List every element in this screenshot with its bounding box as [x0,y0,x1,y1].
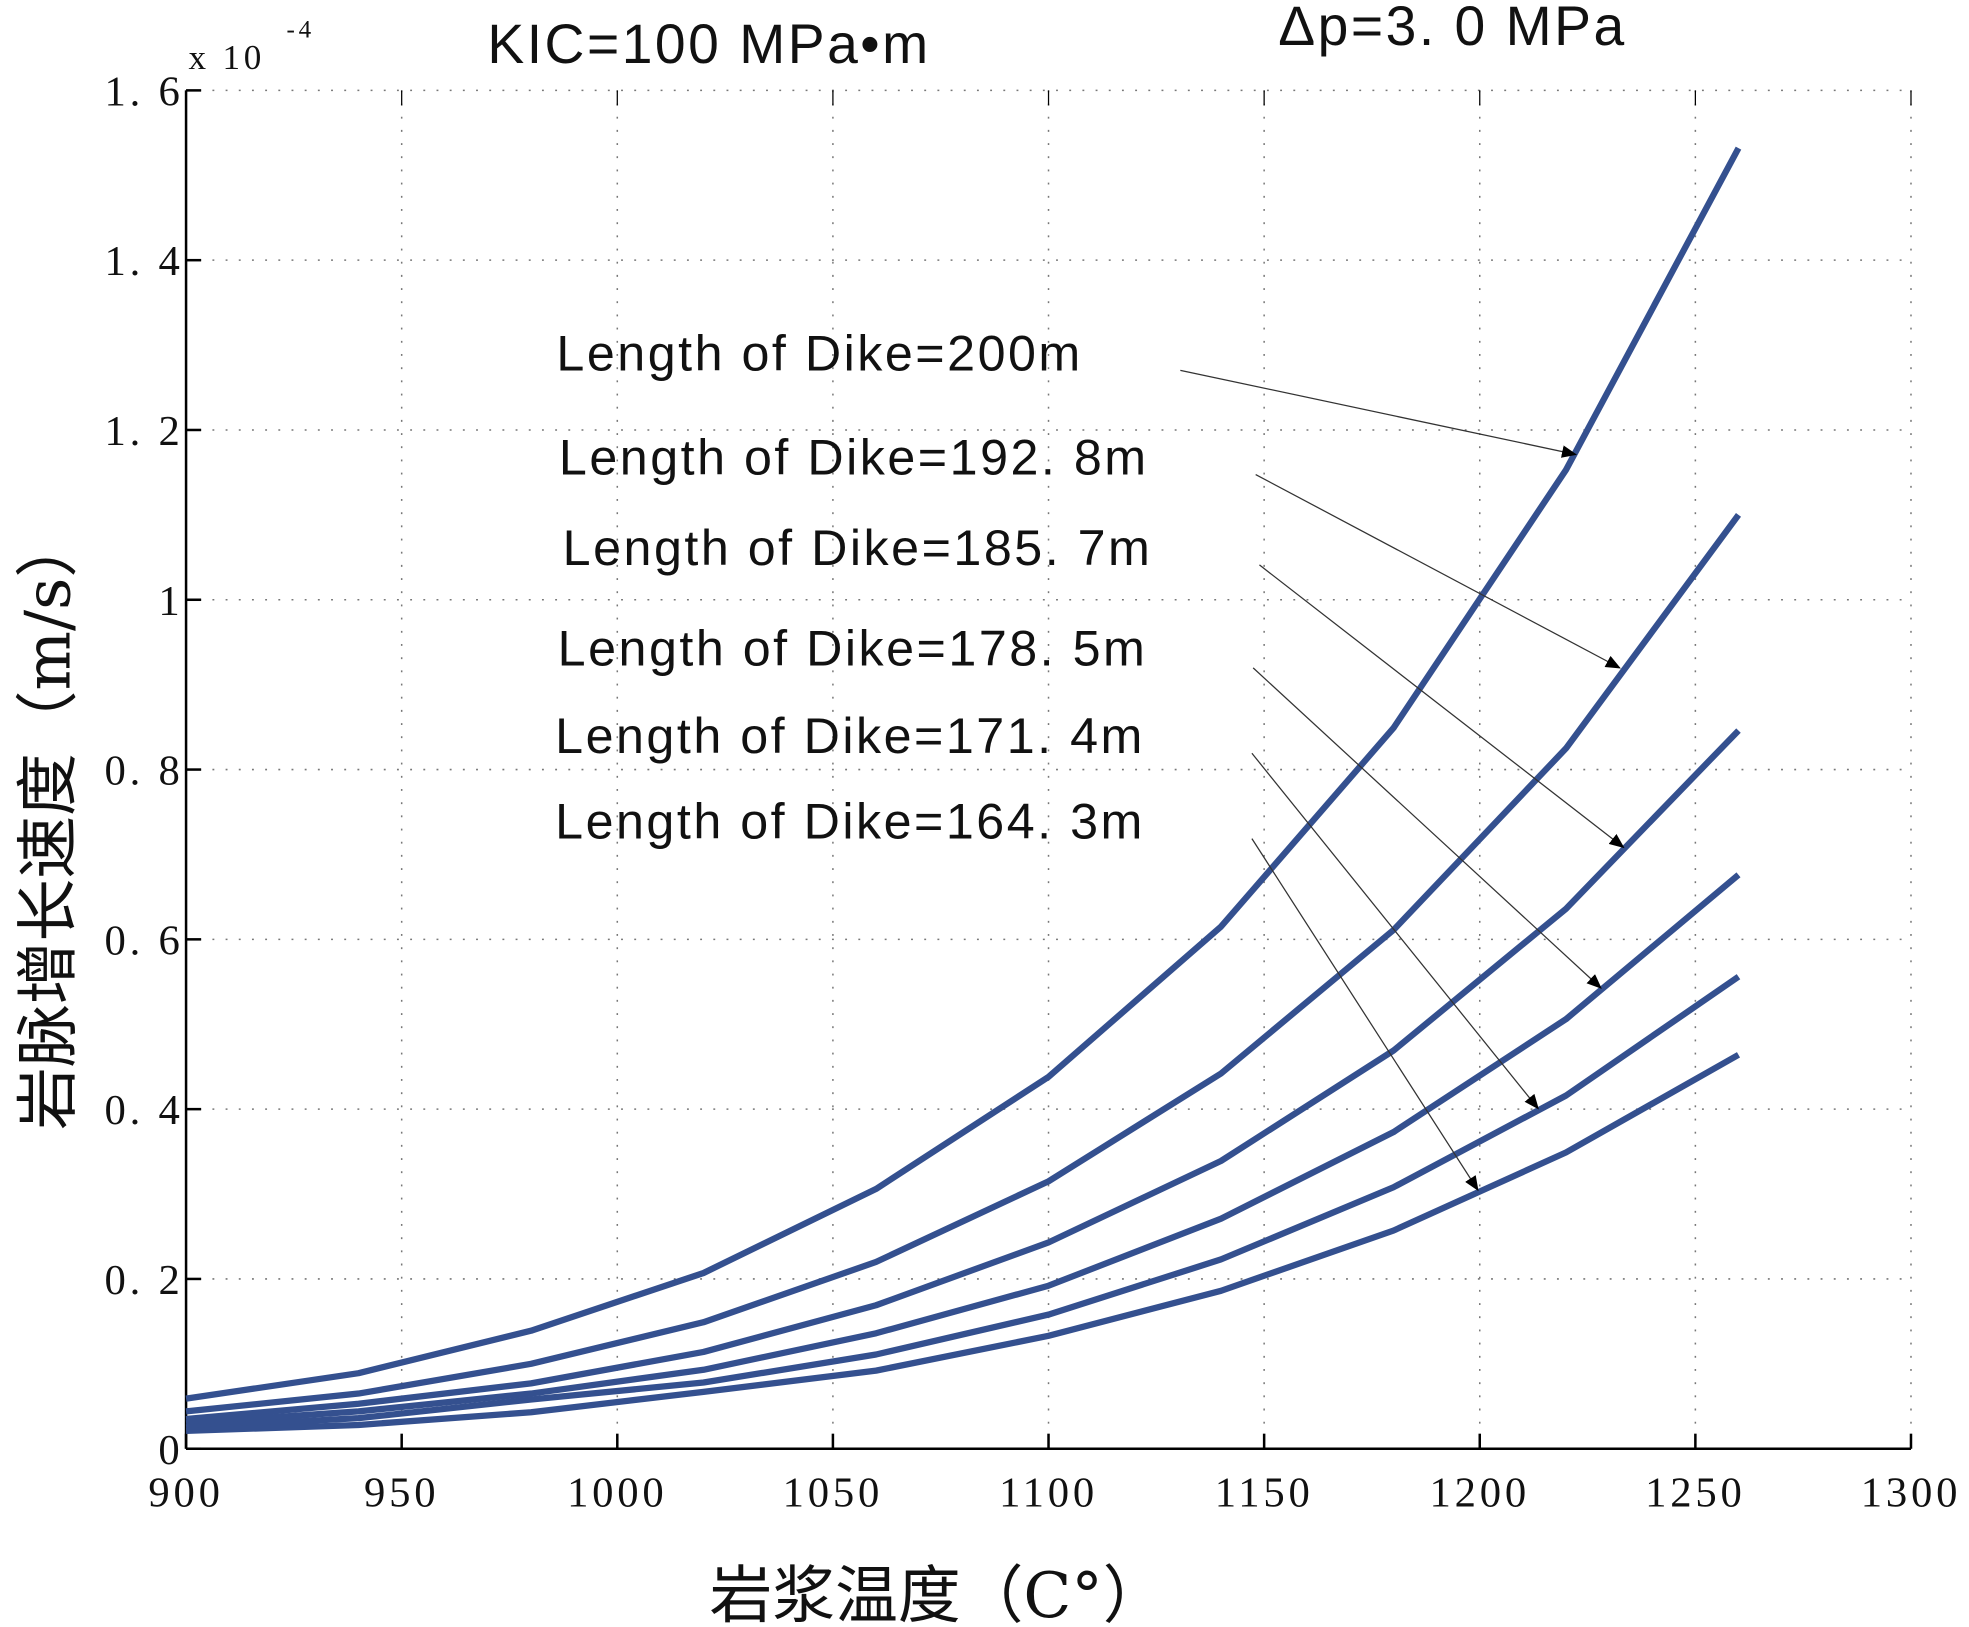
x-tick-label: 900 [148,1469,223,1516]
chart-title-right: Δp=3. 0 MPa [1278,0,1626,57]
axes: 900 950 1000 1050 1100 1150 1200 1250 1300 0 0. 2 0… [104,68,1961,1516]
y-tick-label: 1. 4 [104,238,183,285]
series-line-3 [185,872,1741,1427]
y-tick-label: 1. 2 [104,408,183,455]
x-tick-label: 1200 [1430,1469,1530,1516]
annotation-arrow [1180,369,1578,458]
series-line-0 [185,146,1742,1402]
x-axis-label: 岩浆温度（C°） [710,1559,1166,1627]
series-line-2 [185,728,1741,1423]
y-tick-label: 0. 2 [104,1257,183,1304]
y-tick-label: 0. 8 [104,748,183,795]
x-tick-label: 1000 [567,1469,667,1516]
annotation-label: Length of Dike=178. 5m [558,620,1148,676]
y-tick-label: 0. 6 [104,917,183,964]
series-lines [185,146,1742,1435]
annotation-arrow [1252,667,1602,989]
x-tick-label: 1050 [783,1469,883,1516]
annotations: Length of Dike=200m Length of Dike=192. 8… [555,325,1625,1192]
annotation-label: Length of Dike=200m [556,325,1082,381]
annotation-label: Length of Dike=192. 8m [559,430,1149,486]
y-axis-label: 岩脉增长速度（m/s） [11,515,84,1130]
annotation-label: Length of Dike=164. 3m [555,794,1145,850]
x-tick-label: 950 [364,1469,439,1516]
y-tick-label: 1. 6 [104,68,183,115]
y-tick-label: 0 [158,1427,183,1474]
x-tick-label: 1100 [999,1469,1098,1516]
x-tick-label: 1250 [1645,1469,1745,1516]
y-tick-label: 0. 4 [104,1087,183,1134]
annotation-arrow [1259,564,1625,849]
chart-title-left: KIC=100 MPa•m [487,13,930,75]
series-line-5 [185,1052,1741,1435]
annotation-arrow [1251,752,1539,1110]
annotation-arrow [1251,838,1479,1192]
y-tick-label: 1 [158,578,183,625]
annotation-label: Length of Dike=171. 4m [555,708,1145,764]
y-multiplier-exponent: -4 [286,17,314,44]
series-line-4 [185,974,1741,1431]
annotation-label: Length of Dike=185. 7m [563,520,1153,576]
y-multiplier: x 10 [189,38,266,77]
x-tick-label: 1150 [1215,1469,1314,1516]
series-line-1 [185,513,1742,1415]
x-tick-label: 1300 [1861,1469,1961,1516]
annotation-arrow [1255,473,1621,669]
grid [186,89,1912,1449]
